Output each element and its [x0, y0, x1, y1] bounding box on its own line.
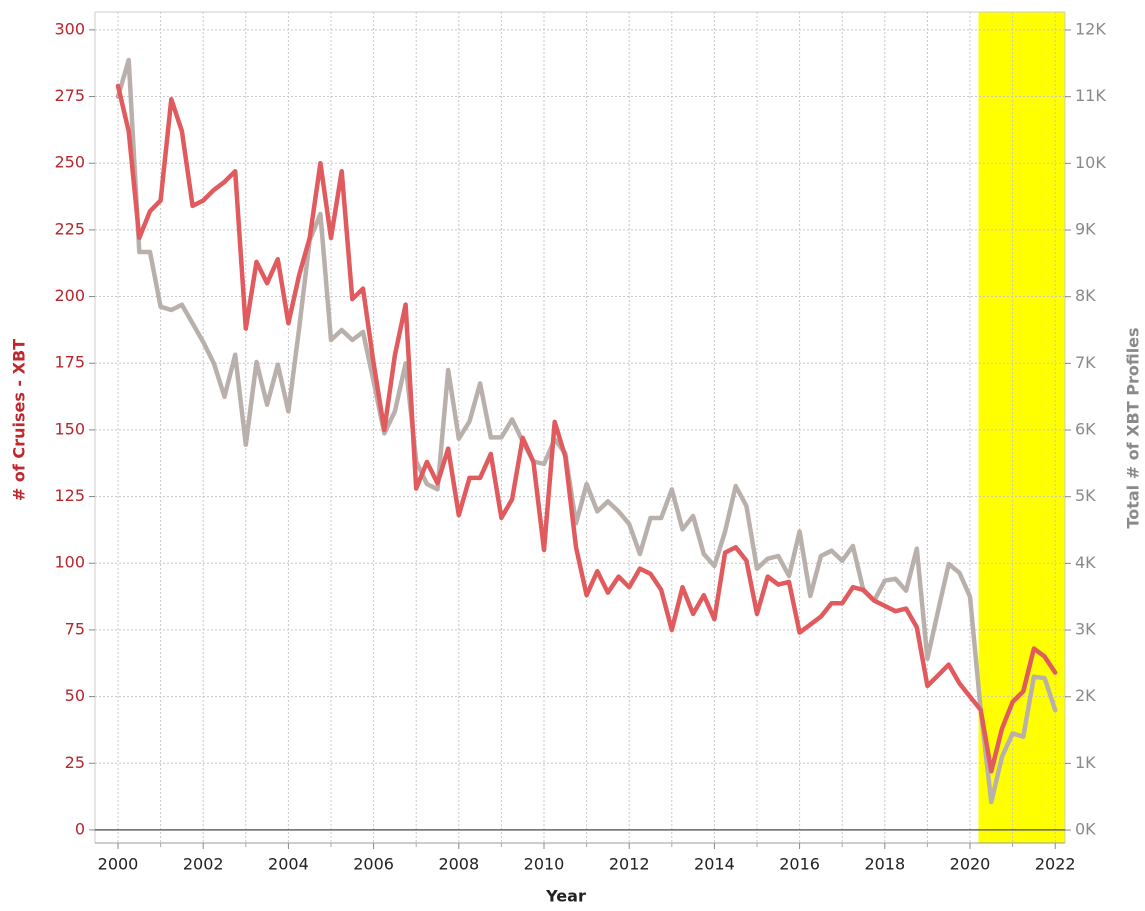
grid [95, 12, 1065, 843]
background [978, 12, 1065, 843]
series-line [115, 83, 1058, 774]
y2-tick-label: 0K [1075, 820, 1096, 839]
y2-tick-label: 4K [1075, 553, 1096, 572]
x-tick-label: 2018 [864, 855, 905, 874]
x-tick-label: 2006 [353, 855, 394, 874]
y2-tick-label: 10K [1075, 153, 1106, 172]
axes: 0 25 50 75 100 125 150 175 200 225 250 275 300 0K 1K 2K… [54, 11, 1106, 874]
y-axis-label: # of Cruises - XBT [10, 339, 29, 501]
x-tick-label: 2014 [694, 855, 735, 874]
y-tick-label: 200 [54, 286, 85, 305]
y2-tick-label: 11K [1075, 86, 1106, 105]
x-tick-label: 2004 [268, 855, 309, 874]
y-tick-label: 275 [54, 86, 85, 105]
y-tick-label: 250 [54, 153, 85, 172]
x-axis-label: Year [545, 887, 586, 906]
y-tick-label: 225 [54, 219, 85, 238]
y2-tick-label: 2K [1075, 686, 1096, 705]
y2-tick-label: 12K [1075, 20, 1106, 39]
y-tick-label: 0 [75, 819, 85, 838]
x-tick-label: 2016 [779, 855, 820, 874]
y-tick-label: 75 [65, 619, 85, 638]
y2-tick-label: 5K [1075, 486, 1096, 505]
x-tick-label: 2000 [98, 855, 139, 874]
y-tick-label: 300 [54, 19, 85, 38]
y-tick-label: 125 [54, 486, 85, 505]
y-tick-label: 150 [54, 419, 85, 438]
x-tick-label: 2010 [524, 855, 565, 874]
series-line [115, 57, 1058, 805]
x-tick-label: 2022 [1035, 855, 1076, 874]
x-tick-label: 2020 [950, 855, 991, 874]
x-tick-label: 2012 [609, 855, 650, 874]
highlight-band [978, 12, 1065, 843]
lines [115, 57, 1058, 805]
y-tick-label: 175 [54, 353, 85, 372]
y2-tick-label: 1K [1075, 753, 1096, 772]
y2-axis-label: Total # of XBT Profiles [1124, 327, 1143, 528]
y2-tick-label: 6K [1075, 420, 1096, 439]
y2-tick-label: 9K [1075, 220, 1096, 239]
x-tick-label: 2002 [183, 855, 224, 874]
y2-tick-label: 3K [1075, 620, 1096, 639]
x-tick-label: 2008 [438, 855, 479, 874]
y2-tick-label: 7K [1075, 353, 1096, 372]
y-tick-label: 25 [65, 753, 85, 772]
y-tick-label: 100 [54, 553, 85, 572]
y2-tick-label: 8K [1075, 286, 1096, 305]
y-tick-label: 50 [65, 686, 85, 705]
